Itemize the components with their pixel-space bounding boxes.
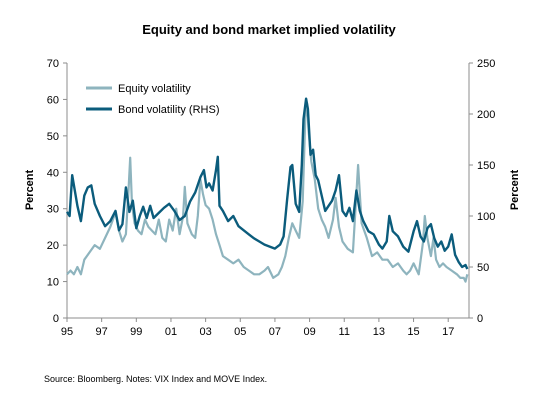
y-axis-label-left: Percent: [24, 169, 36, 210]
y-tick-label-left: 60: [47, 94, 59, 106]
x-tick-label: 11: [339, 326, 350, 338]
x-tick-label: 01: [165, 326, 177, 338]
x-tick-label: 05: [234, 326, 246, 338]
y-tick-label-right: 150: [477, 160, 495, 172]
y-tick-label-left: 50: [47, 131, 59, 143]
y-tick-label-left: 10: [47, 277, 59, 289]
x-tick-label: 03: [199, 326, 211, 338]
y-tick-label-right: 50: [477, 262, 489, 274]
x-tick-label: 07: [269, 326, 281, 338]
y-tick-label-right: 200: [477, 109, 495, 121]
x-tick-label: 99: [130, 326, 142, 338]
y-tick-label-left: 0: [53, 313, 59, 325]
y-tick-label-right: 0: [477, 313, 483, 325]
x-tick-label: 97: [96, 326, 108, 338]
source-note: Source: Bloomberg. Notes: VIX Index and …: [44, 374, 268, 384]
legend: Equity volatility Bond volatility (RHS): [86, 83, 219, 116]
x-tick-label: 95: [61, 326, 73, 338]
y-tick-label-left: 40: [47, 167, 59, 179]
x-tick-label: 13: [373, 326, 385, 338]
y-tick-label-right: 250: [477, 58, 495, 70]
x-tick-label: 15: [407, 326, 419, 338]
legend-label: Equity volatility: [118, 83, 191, 95]
y-tick-label-left: 30: [47, 204, 59, 216]
chart-title: Equity and bond market implied volatilit…: [142, 22, 396, 37]
y-axis-label-right: Percent: [509, 169, 521, 210]
legend-label: Bond volatility (RHS): [118, 104, 219, 116]
x-tick-label: 09: [303, 326, 315, 338]
series-line-bond-volatility: [65, 97, 469, 270]
y-tick-label-left: 70: [47, 58, 59, 70]
x-tick-label: 17: [442, 326, 454, 338]
series-layer: [65, 97, 469, 283]
y-tick-label-left: 20: [47, 240, 59, 252]
y-tick-label-right: 100: [477, 211, 495, 223]
